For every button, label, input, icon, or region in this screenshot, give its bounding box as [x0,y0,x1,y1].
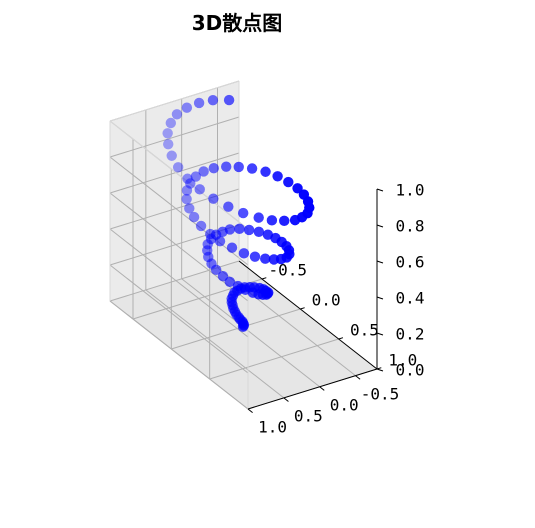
scatter-point [253,212,264,223]
scatter-point [260,253,271,264]
grid-line [109,156,249,266]
scatter-point [184,203,195,214]
z-tick-label: 0.2 [396,325,425,344]
scatter-point [207,95,219,106]
scatter-point [208,193,219,204]
z-tick-label: 0.6 [396,253,425,272]
scatter-point [260,166,271,177]
scatter-point [181,193,192,205]
y-tick [247,408,253,413]
grid-line [181,278,320,388]
scatter-point [292,183,303,194]
scatter-point [238,319,250,330]
scatter-point [223,201,234,212]
scatter-point [234,223,245,235]
x-tick [338,337,344,340]
scatter-point [165,117,176,129]
scatter-point [210,264,222,276]
x-tick [261,277,267,280]
scatter-point [172,162,184,173]
scatter-point [263,287,274,298]
y-tick [283,397,289,402]
scatter-point [243,224,255,236]
grid-line [145,289,285,399]
scatter-point [249,251,261,262]
pane-edges [109,80,249,409]
scatter-point [208,163,219,174]
floor-pane [110,261,377,409]
scatter-point [253,226,265,237]
scatter-points [162,94,315,332]
x-tick-label: -0.5 [269,261,308,280]
grid-line [109,300,249,410]
y-tick-label: 1.0 [258,418,287,437]
pane-edge [109,80,240,122]
scatter-point [198,166,209,177]
scatter-point [195,220,207,232]
y-tick-label: -0.5 [361,384,400,403]
scatter-point [166,150,177,161]
scatter-point [224,276,235,287]
tick-marks [247,188,384,413]
z-tick-label: 0.8 [396,217,425,236]
scatter-point [221,161,232,172]
z-tick [376,332,384,336]
grid-line [109,264,249,374]
z-tick-label: 0.0 [396,361,425,380]
scatter-point [182,173,193,184]
scatter-point [272,171,283,182]
scatter-point [304,202,315,213]
scatter-point [233,161,244,173]
scatter-point [283,176,294,188]
grid-line [109,228,249,338]
z-tick-label: 0.4 [396,289,425,308]
scatter-point [279,215,290,227]
z-tick [376,260,384,264]
scatter-point [284,249,295,260]
scatter-point [238,207,249,219]
x-tick [300,307,305,310]
chart-title: 3D散点图 [192,11,283,35]
y-tick [355,375,361,380]
pane-edge [109,120,249,230]
grid-line [109,116,240,158]
scatter-point [162,128,173,139]
scatter-point [181,185,193,196]
z-tick-label: 1.0 [396,181,425,200]
x-tick-label: 0.0 [312,291,341,310]
z-tick [376,224,384,228]
scatter-point [193,97,205,109]
x-tick-label: 0.5 [350,321,379,340]
scatter-point [223,94,235,106]
scatter-point [266,215,278,226]
scatter-point [181,102,193,113]
scatter-point [194,184,205,195]
scatter-point [246,163,258,174]
y-tick [319,386,325,391]
scatter-point [163,138,174,150]
z-tick [376,188,384,192]
y-tick-label: 0.5 [294,407,323,426]
scatter-point [238,248,250,259]
y-tick-label: 0.0 [330,395,359,414]
x-tick-label: 1.0 [388,351,417,370]
scatter-point [188,211,200,223]
scatter-point [224,224,236,235]
z-tick [376,296,384,300]
z-tick [376,368,384,372]
scatter-point [171,109,183,120]
scatter-point [185,178,196,189]
grid-line [109,152,240,194]
scatter-point [226,242,238,253]
axes-3d: -0.50.00.51.0-0.50.00.51.00.00.20.40.60.… [109,80,425,437]
scatter-point [214,236,226,247]
scatter-point [190,171,202,182]
